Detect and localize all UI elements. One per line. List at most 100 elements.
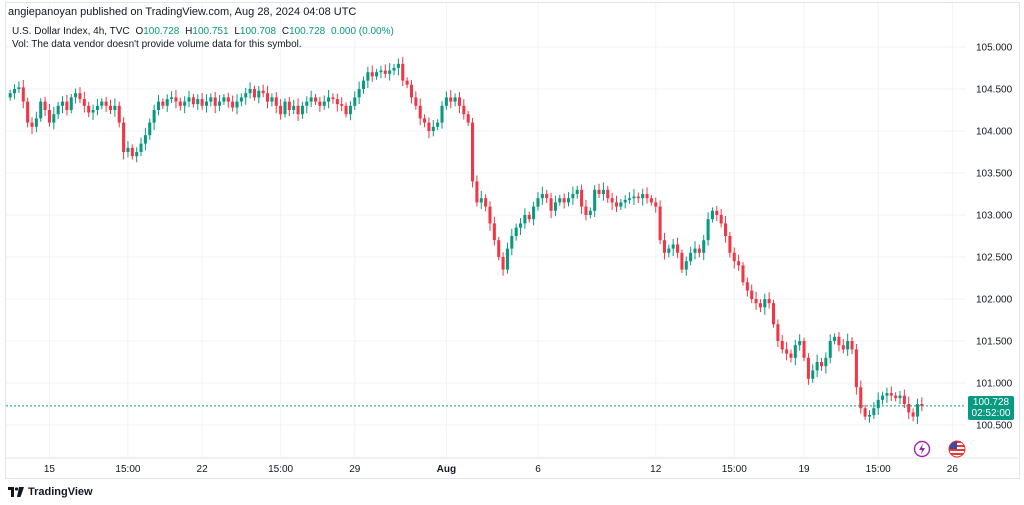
candle xyxy=(671,239,675,256)
candle-body xyxy=(427,122,431,131)
candle-body xyxy=(780,341,784,350)
candle xyxy=(331,93,335,104)
candle-body xyxy=(226,97,230,102)
candle-body xyxy=(710,210,714,220)
candle xyxy=(667,244,671,258)
candle-body xyxy=(876,399,880,409)
candle-body xyxy=(375,72,379,77)
us-flag-icon[interactable] xyxy=(948,440,966,458)
candle xyxy=(475,175,479,207)
candle-body xyxy=(471,122,475,182)
lightning-bolt-icon[interactable] xyxy=(913,440,931,458)
x-tick-label: 6 xyxy=(535,464,541,475)
candle-body xyxy=(462,105,466,115)
candle-body xyxy=(327,97,331,102)
candle xyxy=(270,93,274,107)
candle xyxy=(357,81,361,105)
candle xyxy=(82,91,86,113)
candle xyxy=(340,97,344,112)
candle-body xyxy=(296,105,300,115)
candle xyxy=(645,187,649,204)
candle-body xyxy=(580,189,584,207)
candle xyxy=(785,342,789,361)
symbol-name[interactable]: U.S. Dollar Index, 4h, TVC xyxy=(12,26,130,37)
candle-body xyxy=(484,198,488,207)
candle xyxy=(724,216,728,243)
candle-body xyxy=(204,101,208,106)
candle xyxy=(549,192,553,219)
candle xyxy=(47,103,51,127)
candle xyxy=(462,99,466,120)
candle-body xyxy=(819,362,824,367)
candle-body xyxy=(331,97,335,100)
y-tick-label: 102.000 xyxy=(976,295,1013,306)
candle-body xyxy=(117,105,121,123)
candle xyxy=(798,334,802,351)
candle-body xyxy=(65,101,69,110)
candle xyxy=(811,364,815,383)
candle xyxy=(409,80,414,104)
candle-body xyxy=(152,110,156,123)
candle xyxy=(593,185,597,217)
open-label: O xyxy=(135,26,144,37)
candle-body xyxy=(436,122,440,127)
candle xyxy=(684,256,688,276)
x-tick-label: 15 xyxy=(44,464,56,475)
candle xyxy=(30,117,34,135)
candle-body xyxy=(174,97,178,102)
candle xyxy=(130,144,134,160)
tradingview-brand[interactable]: TradingView xyxy=(8,486,93,498)
candle xyxy=(623,195,627,209)
candle-body xyxy=(466,114,470,123)
candle xyxy=(771,299,776,328)
candle xyxy=(344,102,348,118)
candle xyxy=(741,262,745,286)
candle xyxy=(8,89,12,101)
candle-body xyxy=(623,199,627,203)
candle xyxy=(431,120,435,137)
candle-body xyxy=(444,97,448,106)
candle-body xyxy=(566,198,571,203)
candle xyxy=(514,223,518,241)
candle xyxy=(710,207,714,223)
candle-body xyxy=(13,89,17,94)
candle-body xyxy=(549,198,553,211)
candle-body xyxy=(196,99,200,105)
candle-body xyxy=(824,357,828,367)
candle xyxy=(876,392,880,415)
candle xyxy=(313,94,318,105)
candle xyxy=(641,188,645,206)
candle xyxy=(235,94,239,115)
candle xyxy=(21,79,25,109)
candle xyxy=(719,208,723,228)
candle-body xyxy=(74,93,78,98)
tradingview-logo-icon xyxy=(8,487,24,497)
candle xyxy=(361,76,366,94)
candle xyxy=(274,92,278,114)
candle-body xyxy=(920,404,924,406)
candle-body xyxy=(401,63,405,81)
candle-body xyxy=(732,252,736,262)
candle xyxy=(488,201,492,231)
candle-body xyxy=(562,198,566,203)
candle-body xyxy=(292,105,296,110)
candle xyxy=(440,101,444,129)
candle-body xyxy=(244,93,248,98)
candle xyxy=(750,284,754,304)
y-tick-label: 104.500 xyxy=(976,85,1013,96)
candle xyxy=(632,189,636,205)
candle-body xyxy=(178,101,182,106)
candle xyxy=(492,216,496,246)
candle xyxy=(536,192,540,211)
candle xyxy=(754,291,758,310)
candle-body xyxy=(357,89,361,98)
candle-body xyxy=(689,252,693,262)
candle-body xyxy=(283,101,287,115)
candle-body xyxy=(680,252,684,270)
candle-body xyxy=(793,345,797,358)
candle xyxy=(379,65,383,79)
close-value: 100.728 xyxy=(289,26,326,37)
candle-body xyxy=(867,414,872,417)
candle xyxy=(697,244,701,258)
